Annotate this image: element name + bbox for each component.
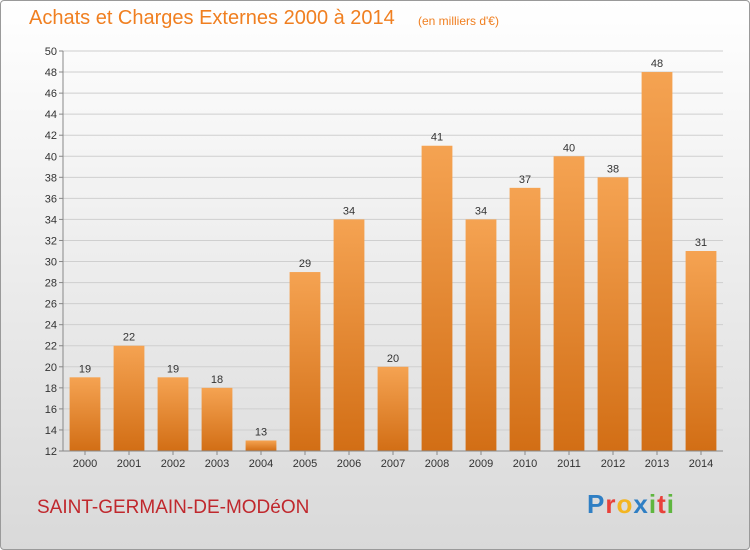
bars: [69, 72, 717, 451]
y-tick-label: 32: [45, 235, 57, 247]
data-label: 37: [519, 174, 531, 186]
x-tick-label: 2014: [689, 458, 713, 470]
bar-2008: [421, 145, 453, 451]
y-tick-label: 48: [45, 67, 57, 79]
bar-2004: [245, 440, 277, 451]
bar-2006: [333, 219, 365, 451]
x-tick-label: 2003: [205, 458, 229, 470]
x-tick-label: 2001: [117, 458, 141, 470]
bar-2002: [157, 377, 189, 451]
data-label: 38: [607, 163, 619, 175]
data-label: 48: [651, 58, 663, 70]
chart-title: Achats et Charges Externes 2000 à 2014: [29, 7, 395, 29]
x-tick-label: 2000: [73, 458, 97, 470]
bar-2001: [113, 345, 145, 451]
data-label: 19: [79, 363, 91, 375]
y-tick-label: 28: [45, 278, 57, 290]
y-tick-label: 50: [45, 46, 57, 58]
x-tick-label: 2012: [601, 458, 625, 470]
y-tick-label: 38: [45, 172, 57, 184]
y-tick-label: 14: [45, 425, 57, 437]
axes: [59, 50, 723, 455]
y-tick-label: 26: [45, 299, 57, 311]
x-tick-label: 2009: [469, 458, 493, 470]
bar-2007: [377, 366, 409, 451]
x-tick-label: 2005: [293, 458, 317, 470]
x-tick-label: 2010: [513, 458, 537, 470]
x-tick-label: 2013: [645, 458, 669, 470]
data-label: 18: [211, 374, 223, 386]
y-tick-label: 46: [45, 88, 57, 100]
logo-letter: P: [587, 489, 606, 519]
x-tick-label: 2008: [425, 458, 449, 470]
location-name: SAINT-GERMAIN-DE-MODéON: [37, 497, 310, 518]
proxiti-logo: Proxiti: [587, 489, 675, 520]
logo-letter: t: [657, 489, 667, 519]
x-tick-label: 2006: [337, 458, 361, 470]
logo-letter: o: [616, 489, 634, 519]
y-tick-label: 30: [45, 257, 57, 269]
y-tick-label: 34: [45, 214, 57, 226]
bar-2011: [553, 156, 585, 451]
bar-2012: [597, 177, 629, 451]
logo-letter: i: [666, 489, 675, 519]
data-label: 34: [475, 205, 487, 217]
bar-2003: [201, 387, 233, 451]
data-label: 31: [695, 237, 707, 249]
bar-2014: [685, 251, 717, 451]
logo-letter: x: [633, 489, 649, 519]
x-tick-label: 2004: [249, 458, 273, 470]
y-tick-label: 36: [45, 193, 57, 205]
x-tick-label: 2007: [381, 458, 405, 470]
bar-2013: [641, 72, 673, 451]
data-label: 22: [123, 332, 135, 344]
y-tick-label: 20: [45, 362, 57, 374]
y-tick-label: 42: [45, 130, 57, 142]
chart-subtitle: (en milliers d'€): [418, 14, 499, 28]
y-tick-label: 18: [45, 383, 57, 395]
data-label: 19: [167, 363, 179, 375]
bar-2009: [465, 219, 497, 451]
y-tick-label: 16: [45, 404, 57, 416]
data-label: 29: [299, 258, 311, 270]
y-tick-label: 40: [45, 151, 57, 163]
bar-2005: [289, 272, 321, 451]
bar-2000: [69, 377, 101, 451]
y-tick-label: 12: [45, 446, 57, 458]
data-label: 34: [343, 205, 355, 217]
logo-letter: r: [605, 489, 617, 519]
x-tick-label: 2011: [557, 458, 581, 470]
x-tick-label: 2002: [161, 458, 185, 470]
labels: 12 14 16 18 20 22 24 26 28 30 32 34 36 38 40 42 44 46 48 50…: [45, 46, 713, 470]
y-tick-label: 24: [45, 320, 57, 332]
data-label: 20: [387, 353, 399, 365]
data-label: 41: [431, 132, 443, 144]
y-tick-label: 44: [45, 109, 57, 121]
data-label: 40: [563, 142, 575, 154]
logo-letter: i: [648, 489, 658, 519]
data-label: 13: [255, 426, 267, 438]
y-tick-label: 22: [45, 341, 57, 353]
bar-2010: [509, 187, 541, 451]
